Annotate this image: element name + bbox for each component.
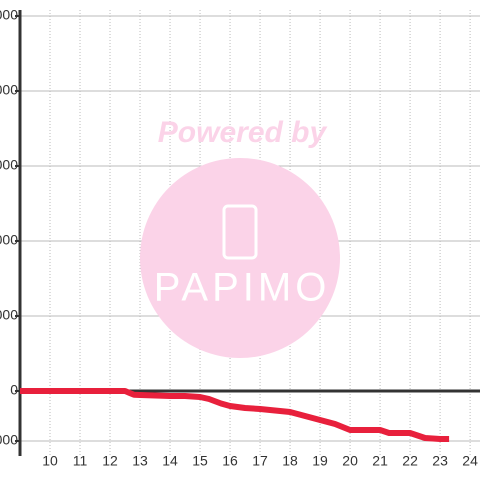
y-tick-label: 30,000 <box>0 307 18 323</box>
x-tick-label: 17 <box>252 453 268 469</box>
x-tick-label: 16 <box>222 453 238 469</box>
x-tick-label: 18 <box>282 453 298 469</box>
y-tick-label: 90,000 <box>0 157 18 173</box>
x-tick-label: 14 <box>162 453 178 469</box>
x-tick-label: 21 <box>372 453 388 469</box>
y-tick-label: 60,000 <box>0 232 18 248</box>
x-tick-label: 11 <box>73 453 88 469</box>
x-tick-label: 24 <box>462 453 478 469</box>
watermark: Powered by PAPIMO <box>140 116 340 358</box>
x-tick-label: 10 <box>42 453 58 469</box>
line <box>20 388 450 442</box>
y-tick-label: -20,000 <box>0 432 18 448</box>
watermark-text: Powered by <box>158 116 328 149</box>
watermark-logo: PAPIMO <box>154 266 331 310</box>
x-tick-label: 13 <box>132 453 148 469</box>
x-tick-label: 12 <box>102 453 118 469</box>
x-tick-label: 22 <box>402 453 418 469</box>
x-tick-label: 23 <box>432 453 448 469</box>
x-tick-label: 19 <box>312 453 328 469</box>
x-tick-label: 15 <box>192 453 208 469</box>
watermark-icon <box>222 204 258 260</box>
x-tick-label: 20 <box>342 453 358 469</box>
y-tick-label: 150,000 <box>0 7 18 23</box>
y-tick-label: 0 <box>10 382 18 398</box>
y-tick-label: 120,000 <box>0 82 18 98</box>
